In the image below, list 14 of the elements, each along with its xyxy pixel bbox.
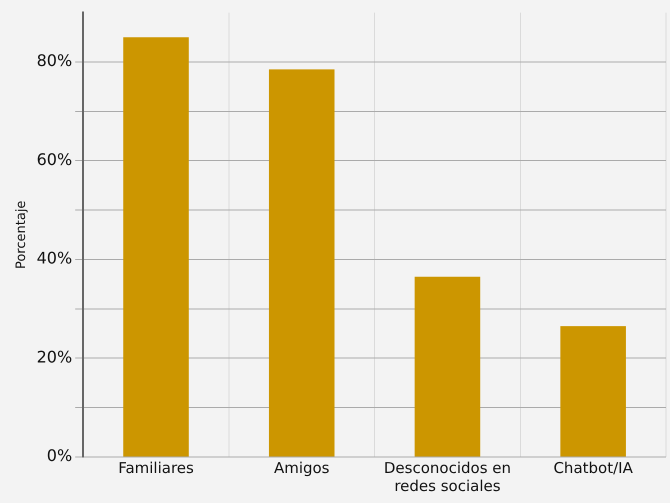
bar: [414, 276, 480, 456]
bar: [268, 69, 335, 456]
x-tick-label: Desconocidos en redes sociales: [384, 458, 512, 495]
y-tick-label: 60%: [36, 150, 72, 169]
x-tick-label: Chatbot/IA: [553, 458, 634, 477]
y-axis-title: Porcentaje: [14, 200, 30, 270]
x-tick-label: Familiares: [118, 458, 194, 477]
x-tick-label: Amigos: [274, 458, 330, 477]
y-tick-label: 20%: [36, 347, 72, 366]
y-tick-label: 40%: [36, 248, 72, 268]
y-tick-label: 0%: [46, 446, 72, 466]
y-tick-label: 80%: [36, 51, 72, 70]
bar: [560, 326, 626, 456]
bar: [123, 37, 189, 456]
